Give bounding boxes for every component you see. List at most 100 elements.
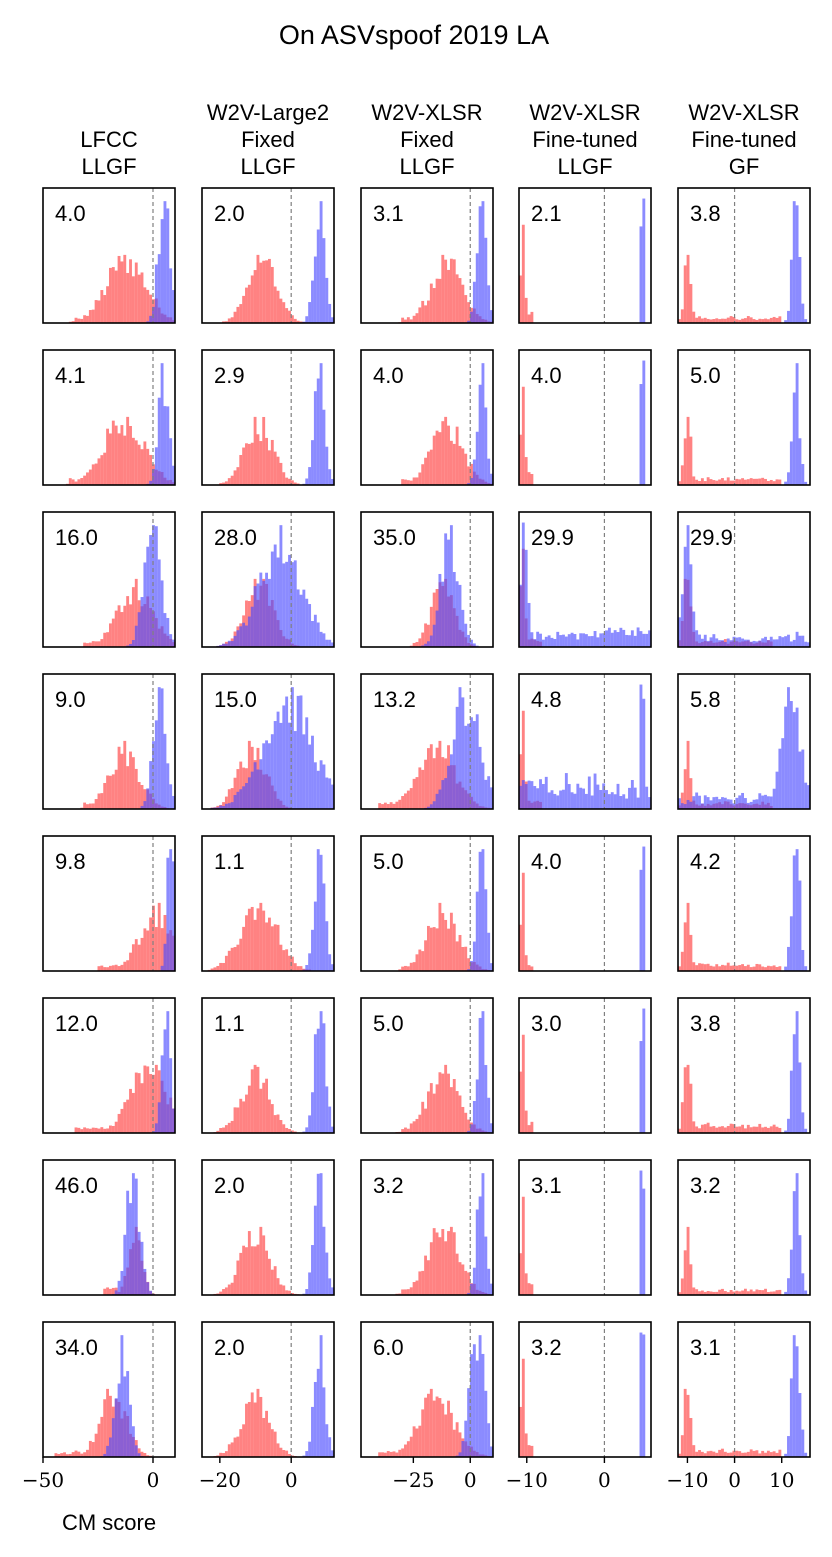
bonafide-bar: [259, 572, 263, 647]
eer-label: 3.2: [531, 1335, 562, 1360]
spoof-bar: [415, 954, 419, 971]
histogram-panel: 28.0: [201, 511, 335, 648]
bonafide-bar: [140, 805, 144, 809]
spoof-bar: [749, 317, 753, 323]
bonafide-bar: [795, 1346, 799, 1457]
spoof-bar: [449, 440, 453, 485]
bonafide-bar: [467, 483, 471, 485]
spoof-bar: [755, 1126, 759, 1133]
spoof-bar: [530, 966, 534, 971]
column-title-line: W2V-Large2: [207, 100, 329, 125]
bonafide-bar: [610, 792, 614, 809]
bonafide-bar: [282, 563, 286, 647]
bonafide-bar: [807, 642, 810, 647]
bonafide-bar: [143, 801, 147, 809]
spoof-bar: [712, 1126, 716, 1133]
spoof-bar: [709, 479, 713, 485]
spoof-bar: [227, 950, 231, 971]
spoof-bar: [100, 455, 104, 485]
bonafide-bar: [253, 586, 257, 647]
spoof-bar: [429, 449, 433, 485]
bonafide-bar: [120, 1271, 124, 1295]
bonafide-bar: [247, 777, 251, 809]
bonafide-bar: [630, 780, 634, 809]
spoof-bar: [746, 479, 750, 485]
spoof-bar: [152, 905, 155, 971]
spoof-bar: [521, 1358, 525, 1457]
spoof-bar: [109, 267, 112, 323]
spoof-bar: [464, 453, 468, 485]
bonafide-bar: [154, 720, 158, 809]
spoof-bar: [140, 449, 144, 485]
spoof-bar: [222, 802, 225, 809]
spoof-bar: [233, 1274, 237, 1295]
eer-label: 5.0: [373, 1011, 404, 1036]
bonafide-bar: [698, 795, 701, 809]
bonafide-bar: [582, 788, 585, 809]
bonafide-bar: [227, 640, 231, 647]
bonafide-bar: [521, 780, 525, 809]
bonafide-bar: [316, 229, 320, 323]
bonafide-bar: [311, 621, 314, 647]
bonafide-bar: [149, 480, 153, 485]
spoof-bar: [424, 759, 427, 809]
bonafide-bar: [700, 638, 704, 647]
spoof-bar: [91, 803, 95, 809]
bonafide-bar: [472, 459, 476, 485]
bonafide-bar: [749, 801, 753, 809]
bonafide-bar: [519, 785, 522, 809]
bonafide-bar: [424, 643, 427, 647]
spoof-bar: [404, 319, 407, 323]
eer-label: 6.0: [373, 1335, 404, 1360]
bonafide-bar: [541, 784, 545, 809]
bonafide-bar: [273, 544, 277, 647]
spoof-bar: [406, 1128, 410, 1133]
spoof-bar: [752, 966, 756, 971]
histogram-panel: 3.8: [677, 187, 811, 324]
bonafide-bar: [556, 631, 560, 647]
bonafide-bar: [129, 643, 132, 647]
bonafide-bar: [789, 1070, 793, 1133]
bonafide-bar: [527, 780, 531, 809]
spoof-bar: [706, 1451, 710, 1457]
spoof-bar: [230, 317, 234, 323]
spoof-bar: [429, 927, 433, 971]
bonafide-bar: [795, 849, 799, 971]
bonafide-bar: [467, 1292, 471, 1295]
bonafide-bar: [137, 1453, 141, 1457]
spoof-bar: [290, 315, 294, 323]
eer-label: 15.0: [214, 687, 257, 712]
spoof-bar: [718, 319, 722, 323]
bonafide-bar: [265, 740, 268, 809]
bonafide-bar: [787, 472, 790, 485]
spoof-bar: [452, 259, 456, 323]
bonafide-bar: [715, 638, 719, 647]
bonafide-bar: [619, 627, 623, 647]
bonafide-bar: [475, 253, 479, 323]
spoof-bar: [288, 1128, 291, 1133]
spoof-bar: [752, 1126, 756, 1133]
spoof-bar: [106, 1388, 109, 1457]
spoof-bar: [239, 454, 243, 485]
spoof-bar: [111, 420, 115, 485]
spoof-bar: [86, 1128, 89, 1133]
spoof-bar: [744, 1128, 747, 1133]
spoof-bar: [253, 1064, 257, 1133]
spoof-bar: [273, 286, 277, 323]
spoof-bar: [103, 632, 107, 647]
bonafide-bar: [519, 584, 522, 647]
bonafide-bar: [160, 219, 164, 323]
spoof-bar: [285, 949, 289, 971]
panel-frame: [677, 511, 811, 648]
bonafide-bar: [481, 1173, 485, 1295]
bonafide-bar: [313, 256, 317, 323]
spoof-bar: [123, 605, 127, 647]
panel-frame: [201, 349, 335, 486]
spoof-bar: [427, 1260, 430, 1295]
spoof-bar: [519, 1253, 522, 1295]
spoof-bar: [678, 481, 681, 485]
spoof-bar: [219, 483, 223, 485]
spoof-bar: [270, 1269, 274, 1295]
spoof-bar: [242, 1245, 246, 1295]
spoof-bar: [680, 1435, 684, 1457]
